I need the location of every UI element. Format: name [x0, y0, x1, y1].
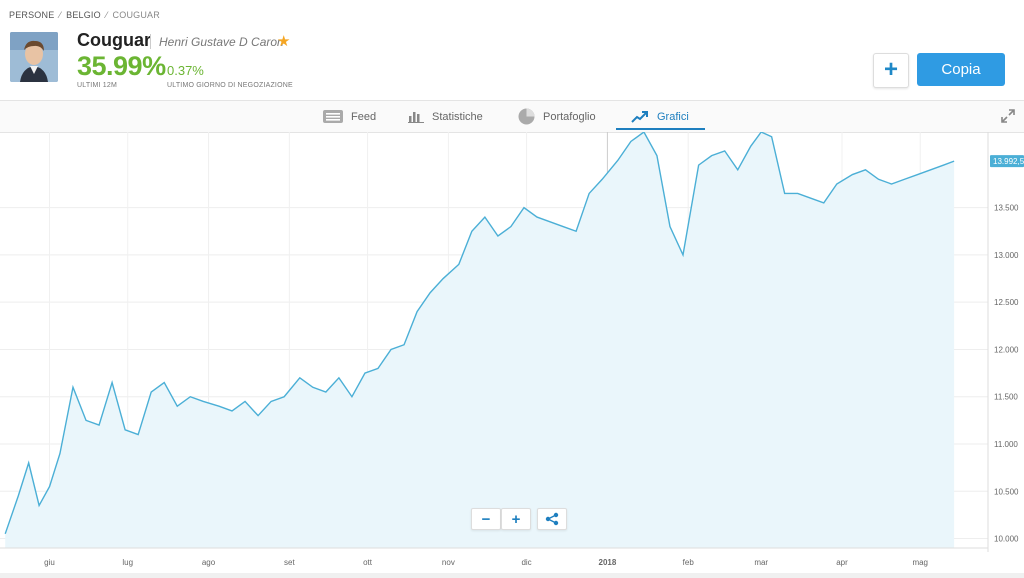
- current-value-label: 13.992,5: [993, 157, 1024, 166]
- breadcrumb-people[interactable]: PERSONE: [9, 10, 55, 20]
- star-icon[interactable]: ★: [277, 33, 291, 50]
- tab-statistics-label: Statistiche: [432, 110, 483, 123]
- x-tick-label: mag: [912, 558, 928, 567]
- trader-full-name: Henri Gustave D Caron: [159, 35, 284, 49]
- y-tick-label: 13.500: [994, 204, 1019, 213]
- x-tick-label: nov: [442, 558, 455, 567]
- share-icon: [545, 512, 559, 526]
- trader-header: PERSONE ⁄ BELGIO ⁄ COUGUAR Couguar Henri…: [0, 0, 1024, 100]
- chart-area: [5, 132, 955, 548]
- x-tick-label: ott: [363, 558, 373, 567]
- feed-icon: [323, 110, 343, 123]
- y-tick-label: 11.000: [994, 440, 1018, 449]
- tab-charts-label: Grafici: [657, 110, 689, 123]
- chart-svg[interactable]: 13.500 13.000 12.500 12.000 11.500 11.000 10.5…: [0, 132, 1024, 578]
- breadcrumb-current: COUGUAR: [112, 10, 160, 20]
- y-tick-label: 13.000: [994, 251, 1019, 260]
- tab-feed-label: Feed: [351, 110, 377, 123]
- y-tick-label: 10.500: [994, 487, 1019, 496]
- name-divider: [150, 34, 151, 49]
- gain-12m-value: 35.99%: [77, 51, 166, 81]
- x-tick-label: feb: [683, 558, 695, 567]
- gain-12m-label: ULTIMI 12M: [77, 82, 117, 89]
- x-tick-label: mar: [754, 558, 768, 567]
- y-tick-label: 12.000: [994, 345, 1019, 354]
- x-tick-label: lug: [122, 558, 133, 567]
- tab-bar: Feed Statistiche Portafoglio Grafici: [0, 100, 1024, 133]
- y-tick-label: 11.500: [994, 393, 1018, 402]
- chart-controls: − +: [471, 508, 567, 530]
- breadcrumb-separator: ⁄: [59, 10, 62, 20]
- current-value-badge: [990, 155, 1024, 168]
- x-tick-label: giu: [44, 558, 55, 567]
- add-to-watchlist-button[interactable]: +: [873, 53, 909, 88]
- copy-button[interactable]: Copia: [917, 53, 1005, 86]
- y-tick-label: 12.500: [994, 298, 1019, 307]
- share-button[interactable]: [537, 508, 567, 530]
- trend-icon: [631, 110, 649, 123]
- x-tick-label: dic: [521, 558, 531, 567]
- breadcrumb-country[interactable]: BELGIO: [66, 10, 101, 20]
- tab-portfolio-label: Portafoglio: [543, 110, 596, 123]
- daily-gain-value: 0.37%: [167, 63, 204, 78]
- zoom-in-button[interactable]: +: [501, 508, 531, 530]
- x-tick-label: 2018: [599, 558, 617, 567]
- performance-chart[interactable]: 13.500 13.000 12.500 12.000 11.500 11.000 10.5…: [0, 132, 1024, 578]
- daily-gain-label: ULTIMO GIORNO DI NEGOZIAZIONE: [167, 82, 293, 89]
- bottom-strip: [0, 573, 1024, 578]
- x-tick-label: apr: [836, 558, 848, 567]
- tab-portfolio[interactable]: Portafoglio: [518, 101, 596, 132]
- bar-chart-icon: [408, 110, 424, 123]
- y-tick-label: 10.000: [994, 535, 1019, 544]
- active-tab-indicator: [616, 128, 705, 130]
- avatar[interactable]: [10, 32, 58, 82]
- chart-series-line: [4, 132, 955, 535]
- tab-feed[interactable]: Feed: [323, 101, 376, 132]
- breadcrumb: PERSONE ⁄ BELGIO ⁄ COUGUAR: [9, 10, 160, 20]
- trader-username: Couguar: [77, 30, 151, 50]
- zoom-out-button[interactable]: −: [471, 508, 501, 530]
- x-tick-label: ago: [202, 558, 216, 567]
- x-tick-label: set: [284, 558, 295, 567]
- avatar-photo-icon: [10, 32, 58, 82]
- tab-statistics[interactable]: Statistiche: [408, 101, 483, 132]
- tab-charts[interactable]: Grafici: [631, 101, 689, 132]
- breadcrumb-separator: ⁄: [105, 10, 108, 20]
- pie-chart-icon: [518, 108, 535, 125]
- zoom-controls: − +: [471, 508, 531, 530]
- expand-icon[interactable]: [1000, 108, 1016, 124]
